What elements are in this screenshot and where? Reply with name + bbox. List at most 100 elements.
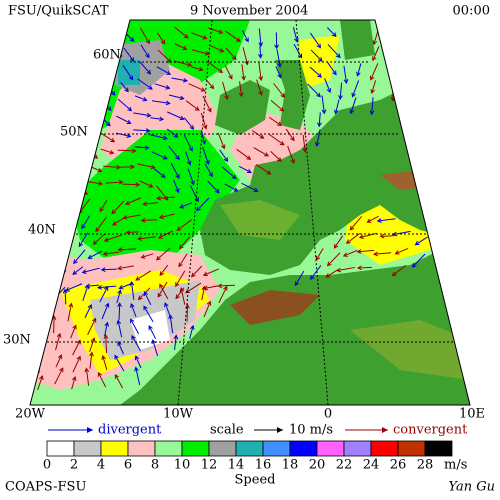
wind-arrow-head — [25, 294, 28, 298]
wind-arrow — [392, 230, 411, 236]
wind-arrow-head — [150, 164, 156, 170]
wind-arrow-head — [42, 131, 48, 136]
wind-arrow-head — [160, 173, 166, 178]
wind-arrow-head — [71, 375, 77, 381]
wind-arrow-head — [130, 302, 135, 308]
wind-arrow-head — [294, 37, 299, 43]
wind-arrow — [187, 168, 195, 185]
wind-arrow-head — [235, 37, 241, 42]
wind-arrow-head — [129, 57, 135, 62]
wind-arrow — [196, 197, 210, 211]
wind-arrow-head — [89, 351, 94, 357]
wind-arrow-head — [142, 96, 148, 102]
terrain — [230, 290, 320, 325]
wind-arrow — [177, 219, 192, 231]
map-area — [25, 20, 470, 405]
wind-arrow — [82, 285, 89, 301]
wind-arrow-head — [86, 43, 92, 49]
wind-arrow-head — [386, 43, 391, 49]
map-frame — [29, 19, 471, 406]
wind-arrow — [253, 147, 269, 157]
wind-arrow — [123, 47, 135, 62]
wind-arrow — [31, 112, 47, 119]
wind-arrow-head — [46, 151, 52, 156]
colorbar-tick: 6 — [124, 458, 132, 473]
wind-arrow — [326, 27, 337, 37]
arrow-head — [277, 427, 283, 433]
arrow-head — [382, 427, 388, 433]
wind-arrow-head — [129, 280, 135, 286]
speed-patch — [70, 130, 240, 270]
wind-arrow-head — [124, 87, 129, 93]
wind-arrow — [72, 266, 84, 275]
wind-arrow — [178, 253, 188, 267]
wind-arrow-head — [101, 64, 107, 70]
wind-arrow-head — [112, 221, 117, 226]
wind-arrow-head — [411, 262, 417, 268]
wind-arrow-head — [202, 35, 208, 40]
wind-arrow-head — [258, 53, 263, 59]
wind-arrow-head — [258, 42, 264, 47]
wind-arrow — [30, 202, 39, 205]
wind-arrow-head — [118, 31, 124, 37]
wind-arrow-head — [90, 123, 95, 128]
wind-arrow — [185, 151, 191, 165]
wind-arrow — [269, 116, 282, 126]
wind-arrow — [130, 318, 140, 335]
wind-arrow-head — [46, 302, 52, 308]
wind-arrow — [65, 283, 83, 292]
wind-arrow — [188, 83, 205, 92]
wind-arrow — [104, 322, 108, 337]
wind-arrow-head — [117, 289, 122, 295]
wind-arrow-head — [140, 217, 146, 223]
wind-arrow — [143, 306, 154, 323]
wind-arrow — [407, 27, 413, 39]
wind-arrow-head — [114, 373, 120, 379]
colorbar-swatch — [181, 440, 210, 457]
colorbar-swatch — [235, 440, 264, 457]
colorbar-swatch — [154, 440, 183, 457]
wind-arrow-head — [277, 121, 282, 127]
wind-arrow — [217, 132, 225, 149]
wind-arrow — [293, 43, 303, 58]
wind-arrow-head — [253, 187, 259, 192]
colorbar-swatch — [100, 440, 129, 457]
colorbar-swatch — [397, 440, 426, 457]
wind-arrow — [125, 197, 142, 205]
wind-arrow — [350, 97, 357, 114]
title: FSU/QuikSCAT — [8, 4, 109, 19]
wind-arrow-head — [74, 158, 80, 164]
wind-arrow-head — [60, 226, 66, 232]
wind-arrow-head — [376, 218, 382, 223]
wind-arrow — [144, 291, 152, 306]
lon-label: 10E — [459, 407, 485, 422]
wind-arrow — [327, 252, 341, 266]
wind-arrow-head — [187, 62, 193, 67]
wind-arrow — [225, 47, 237, 60]
wind-arrow-head — [151, 339, 156, 345]
wind-arrow-head — [118, 285, 124, 290]
wind-arrow-head — [81, 269, 87, 274]
wind-arrow-head — [231, 55, 237, 61]
colorbar-tick: 4 — [97, 458, 105, 473]
wind-arrow-head — [91, 103, 97, 109]
wind-arrow-head — [51, 63, 57, 68]
wind-arrow-head — [146, 69, 152, 75]
wind-arrow — [208, 27, 223, 34]
wind-arrow — [321, 95, 325, 114]
colorbar-tick: 18 — [282, 458, 299, 473]
wind-arrow-head — [410, 87, 416, 93]
wind-arrow-head — [218, 29, 224, 34]
date: 9 November 2004 — [190, 4, 308, 19]
wind-arrow — [463, 49, 466, 65]
wind-arrow — [168, 145, 180, 160]
wind-arrow — [72, 44, 91, 50]
wind-arrow — [270, 151, 282, 162]
wind-arrow — [99, 199, 108, 212]
wind-arrow — [275, 66, 282, 78]
wind-arrow — [219, 149, 228, 162]
wind-arrow — [30, 323, 38, 340]
convergent-label: convergent — [393, 423, 468, 438]
wind-arrow-head — [209, 84, 215, 90]
wind-arrow — [30, 219, 39, 222]
